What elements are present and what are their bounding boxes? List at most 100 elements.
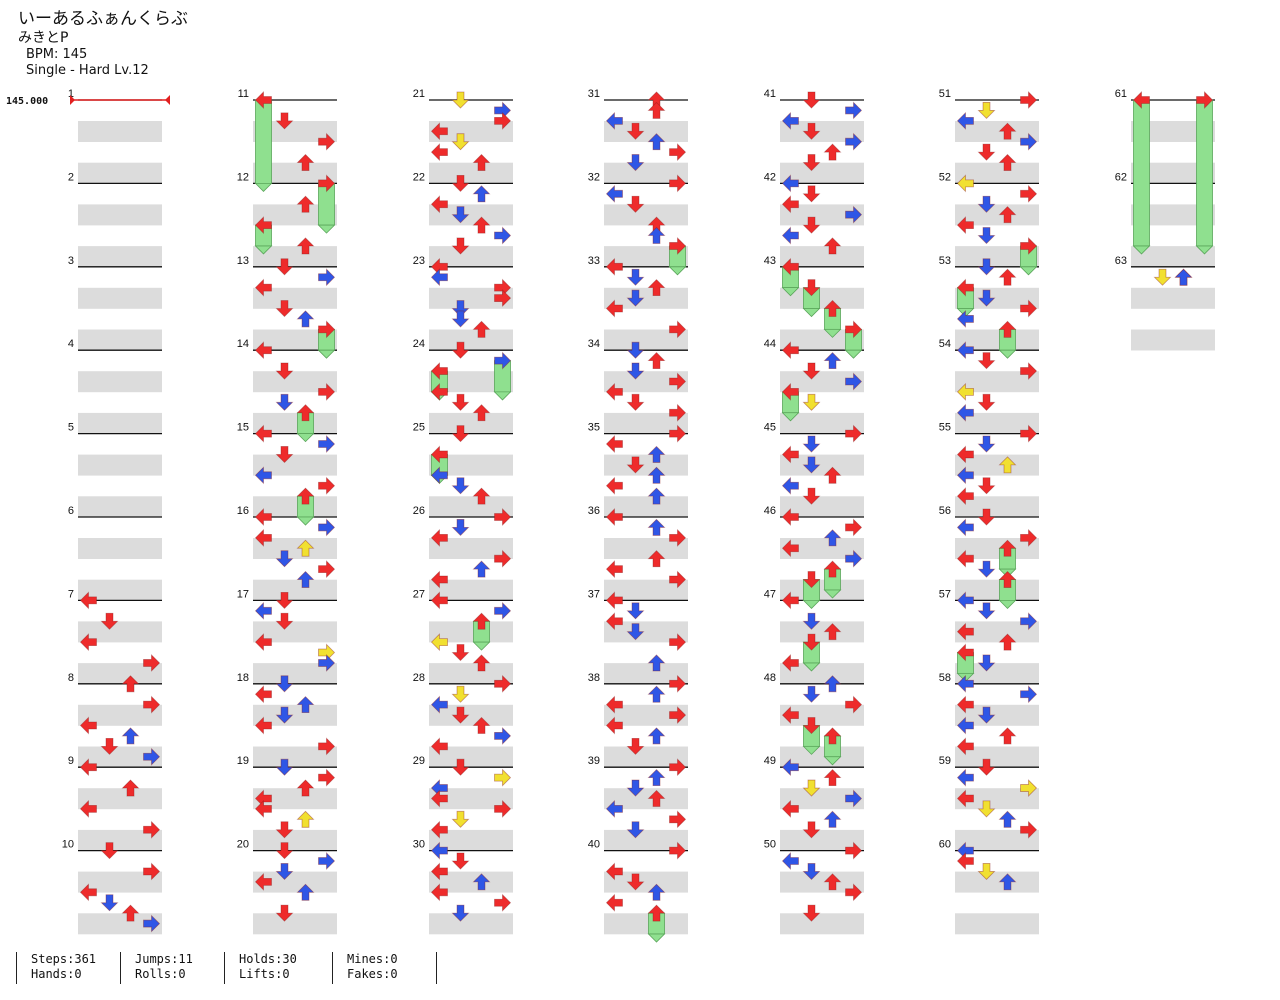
step-arrow (1020, 184, 1038, 203)
beat-band (604, 246, 688, 268)
step-arrow (647, 466, 666, 484)
beat-band (780, 412, 864, 434)
step-arrow (275, 393, 294, 411)
step-arrow (296, 539, 315, 557)
step-arrow (998, 539, 1017, 557)
beat-band (253, 246, 337, 268)
step-arrow (254, 528, 272, 547)
step-arrow (275, 258, 294, 276)
measure-number: 46 (764, 505, 776, 517)
step-arrow (472, 560, 491, 578)
beat-band (780, 454, 864, 476)
step-arrow (647, 727, 666, 745)
beat-band (429, 663, 513, 685)
beat-band (78, 746, 162, 768)
measure-number: 47 (764, 588, 776, 600)
measure-number: 36 (588, 505, 600, 517)
measure-number: 28 (413, 672, 425, 684)
step-arrow (823, 769, 842, 787)
step-arrow (977, 602, 996, 620)
step-arrow (605, 257, 623, 276)
measure-number: 37 (588, 588, 600, 600)
stat-holds: Holds:30 (239, 952, 297, 966)
step-arrow (494, 351, 512, 370)
step-arrow (647, 518, 666, 536)
step-arrow (823, 675, 842, 693)
step-arrow (79, 716, 97, 735)
step-arrow (647, 685, 666, 703)
beat-band (78, 829, 162, 851)
step-arrow (472, 185, 491, 203)
step-arrow (956, 309, 974, 328)
step-arrow (802, 362, 821, 380)
beat-band (604, 538, 688, 559)
step-arrow (956, 716, 974, 735)
measure-number: 27 (413, 588, 425, 600)
step-arrow (626, 195, 645, 213)
step-arrow (143, 820, 161, 839)
step-arrow (430, 122, 448, 141)
step-arrow (254, 685, 272, 704)
step-arrow (626, 623, 645, 641)
beat-band (78, 913, 162, 935)
step-arrow (647, 352, 666, 370)
measure-number: 8 (68, 672, 74, 684)
step-arrow (647, 133, 666, 151)
step-arrow (781, 539, 799, 558)
beat-band (955, 496, 1039, 518)
step-arrow (626, 154, 645, 172)
step-arrow (647, 226, 666, 244)
step-arrow (956, 591, 974, 610)
measure-number: 4 (68, 338, 74, 350)
beat-band (780, 788, 864, 810)
step-arrow (430, 143, 448, 162)
step-arrow (318, 737, 336, 756)
beat-band (955, 204, 1039, 226)
step-arrow (626, 362, 645, 380)
step-arrow (275, 112, 294, 130)
measure-number: 58 (939, 672, 951, 684)
step-arrow (977, 393, 996, 411)
step-arrow (254, 466, 272, 485)
measure-number: 52 (939, 171, 951, 183)
step-arrow (451, 237, 470, 255)
measure-number: 55 (939, 422, 951, 434)
stat-mines: Mines:0 (347, 952, 398, 966)
step-arrow (977, 477, 996, 495)
beat-band (253, 788, 337, 810)
hold-tail (802, 662, 821, 672)
step-arrow (318, 768, 336, 787)
step-arrow (956, 487, 974, 506)
step-arrow (430, 862, 448, 881)
measure-number: 62 (1115, 171, 1127, 183)
step-arrow (956, 382, 974, 401)
beat-band (78, 621, 162, 643)
step-arrow (647, 789, 666, 807)
step-arrow (956, 674, 974, 693)
step-arrow (451, 425, 470, 443)
hold-tail (317, 224, 336, 234)
step-arrow (977, 800, 996, 818)
step-arrow (472, 716, 491, 734)
measure-number: 12 (237, 171, 249, 183)
step-arrow (977, 758, 996, 776)
step-arrow (318, 382, 336, 401)
step-arrow (143, 653, 161, 672)
step-arrow (845, 424, 863, 443)
beat-band (429, 538, 513, 559)
beat-band (780, 246, 864, 268)
beat-band (955, 788, 1039, 810)
step-arrow (121, 675, 140, 693)
step-arrow (100, 894, 119, 912)
step-arrow (781, 257, 799, 276)
step-arrow (781, 445, 799, 464)
beat-band (604, 663, 688, 685)
step-arrow (669, 674, 687, 693)
beat-band (253, 579, 337, 601)
step-arrow (823, 529, 842, 547)
beat-band (780, 162, 864, 184)
step-arrow (647, 279, 666, 297)
beat-band (955, 287, 1039, 309)
step-arrow (430, 466, 448, 485)
beat-band (955, 579, 1039, 601)
